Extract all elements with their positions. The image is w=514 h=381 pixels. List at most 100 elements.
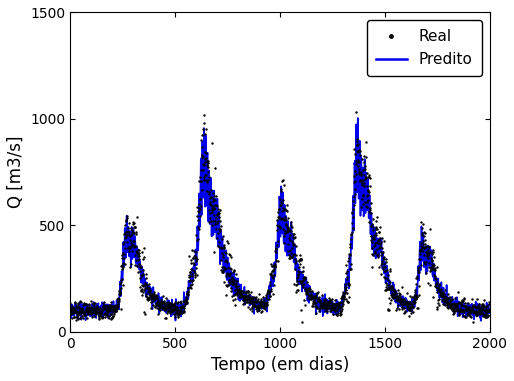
Real — [338, 303, 346, 309]
Real — [408, 304, 416, 310]
Real — [272, 258, 280, 264]
Real — [238, 293, 246, 299]
Real — [247, 298, 255, 304]
Real — [238, 288, 246, 294]
Real — [397, 296, 405, 302]
Real — [178, 304, 187, 310]
Real — [250, 302, 258, 308]
Real — [452, 301, 461, 307]
Real — [438, 297, 447, 303]
Real — [447, 305, 455, 311]
Real — [153, 302, 161, 308]
Real — [214, 218, 223, 224]
Real — [357, 168, 365, 174]
Real — [394, 287, 402, 293]
Real — [94, 306, 102, 312]
Real — [344, 299, 352, 305]
Real — [194, 236, 202, 242]
Real — [233, 292, 241, 298]
Real — [340, 294, 348, 300]
Real — [288, 255, 296, 261]
Real — [355, 147, 363, 154]
Real — [320, 302, 328, 308]
Real — [113, 303, 121, 309]
Real — [298, 282, 306, 288]
Real — [362, 203, 370, 209]
Real — [285, 227, 293, 234]
Real — [397, 306, 406, 312]
Real — [365, 209, 373, 215]
Real — [143, 284, 152, 290]
Real — [461, 304, 469, 310]
Real — [142, 271, 150, 277]
Real — [335, 303, 343, 309]
Real — [375, 264, 383, 270]
Real — [304, 291, 312, 297]
Real — [244, 304, 252, 310]
Real — [85, 304, 94, 311]
Real — [449, 306, 457, 312]
Real — [482, 311, 490, 317]
Real — [171, 314, 179, 320]
Real — [196, 206, 204, 212]
Real — [248, 305, 256, 311]
Real — [372, 218, 380, 224]
Real — [98, 308, 106, 314]
Real — [192, 265, 200, 271]
Real — [350, 146, 358, 152]
Real — [460, 303, 468, 309]
Real — [269, 267, 278, 273]
Real — [457, 306, 465, 312]
Real — [254, 306, 263, 312]
Real — [380, 274, 388, 280]
Real — [240, 297, 248, 303]
Real — [168, 307, 176, 314]
Real — [306, 288, 315, 294]
Real — [413, 305, 421, 311]
Real — [411, 299, 419, 305]
Real — [162, 315, 170, 322]
Real — [139, 283, 147, 289]
Real — [358, 181, 366, 187]
Real — [458, 298, 467, 304]
Real — [138, 249, 146, 255]
Real — [322, 299, 330, 306]
Real — [85, 304, 93, 311]
Real — [70, 305, 78, 311]
Real — [441, 293, 449, 299]
Real — [289, 231, 297, 237]
Real — [382, 282, 391, 288]
Real — [440, 287, 449, 293]
Real — [436, 292, 444, 298]
Real — [373, 239, 381, 245]
Real — [430, 272, 438, 278]
Real — [288, 245, 297, 251]
Real — [388, 294, 396, 300]
Real — [318, 304, 326, 310]
Real — [483, 303, 491, 309]
Real — [311, 310, 320, 316]
Real — [231, 291, 239, 298]
Real — [119, 250, 127, 256]
Real — [249, 302, 257, 308]
Real — [134, 258, 142, 264]
Real — [151, 295, 159, 301]
Real — [259, 304, 267, 310]
Real — [437, 289, 445, 295]
Real — [273, 258, 282, 264]
Real — [208, 207, 216, 213]
Real — [352, 150, 360, 157]
Real — [126, 244, 134, 250]
Real — [159, 299, 167, 305]
Real — [387, 285, 395, 291]
Real — [348, 224, 357, 231]
Real — [384, 306, 393, 312]
Real — [353, 148, 361, 154]
Real — [463, 305, 471, 311]
Real — [416, 251, 424, 257]
Real — [368, 239, 376, 245]
Real — [70, 300, 79, 306]
Real — [109, 309, 117, 315]
Real — [224, 271, 232, 277]
Real — [75, 309, 83, 315]
